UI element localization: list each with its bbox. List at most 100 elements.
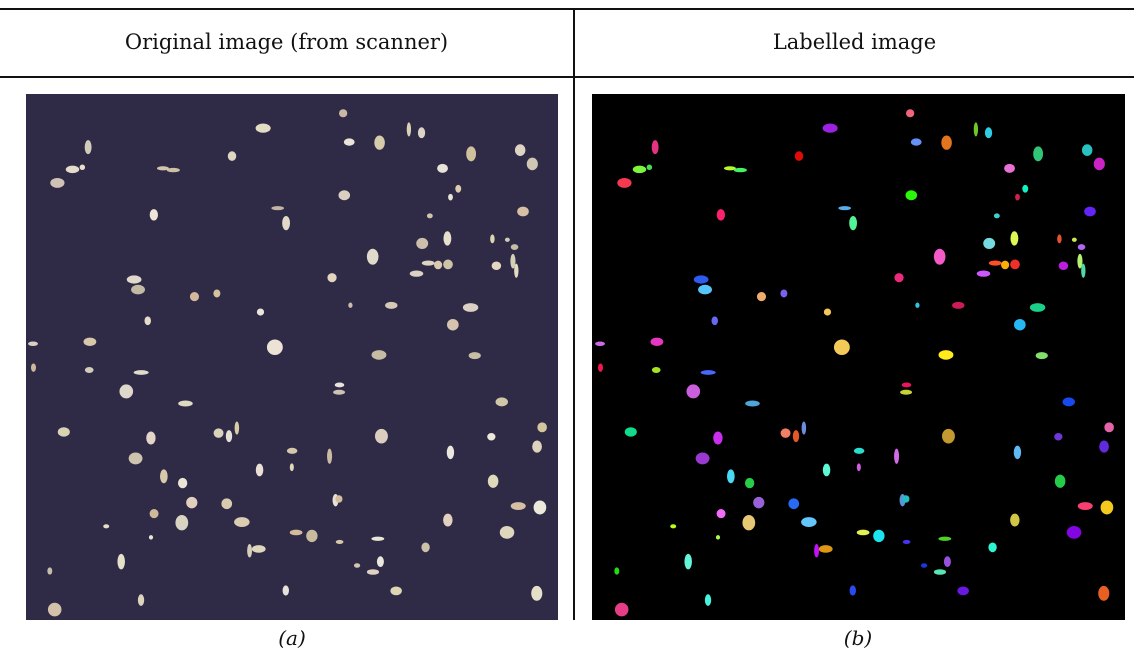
particle — [257, 309, 264, 316]
particle — [1099, 440, 1109, 452]
particle — [344, 138, 355, 145]
particle — [977, 270, 991, 276]
particle — [802, 421, 807, 434]
particle — [939, 350, 954, 360]
particle — [757, 292, 766, 301]
particle — [338, 190, 350, 200]
particle — [698, 285, 712, 295]
particle — [375, 429, 388, 444]
particle — [487, 433, 495, 440]
particle — [31, 363, 36, 371]
particle — [306, 530, 317, 542]
particle — [793, 430, 799, 442]
particle — [463, 303, 478, 312]
particle — [377, 556, 384, 567]
particle — [146, 432, 155, 445]
particle — [1057, 234, 1062, 243]
particle — [1004, 164, 1015, 173]
particle — [85, 367, 94, 373]
particle — [994, 213, 1000, 218]
particle — [1063, 397, 1075, 406]
particle — [336, 540, 344, 544]
particle — [1030, 303, 1045, 312]
particle — [422, 260, 435, 265]
particle — [712, 316, 718, 325]
particle — [127, 275, 142, 283]
particle — [84, 338, 97, 346]
particle — [511, 244, 519, 250]
particle — [372, 350, 387, 360]
particle — [1033, 146, 1043, 161]
particle — [742, 515, 755, 530]
particle — [385, 302, 397, 309]
particle — [849, 216, 857, 230]
particle — [850, 585, 856, 595]
particle — [28, 341, 38, 345]
particle — [745, 478, 754, 488]
column-divider — [573, 8, 575, 620]
particle — [857, 530, 870, 536]
particle — [367, 249, 379, 265]
particle — [354, 563, 360, 568]
particle — [734, 168, 747, 172]
particle — [819, 545, 833, 553]
particle — [443, 514, 452, 527]
particle — [1067, 526, 1082, 539]
particle — [407, 122, 411, 136]
particle — [333, 390, 345, 395]
particle — [938, 537, 951, 541]
particle — [447, 319, 459, 330]
particle — [1022, 185, 1028, 193]
particle — [894, 449, 899, 464]
particle — [834, 339, 850, 355]
particle — [434, 261, 442, 270]
caption: (b) — [758, 626, 958, 650]
particle — [448, 194, 453, 201]
particle — [1036, 352, 1048, 359]
particle — [287, 448, 298, 454]
particle — [857, 463, 861, 471]
particle — [651, 338, 664, 346]
particle — [150, 209, 158, 220]
particle — [823, 464, 831, 477]
particle — [335, 495, 342, 502]
particle — [647, 165, 652, 170]
particle — [532, 440, 542, 452]
particle — [466, 146, 476, 161]
particle — [145, 316, 151, 325]
particle — [985, 127, 992, 138]
particle — [952, 302, 964, 309]
header-rule — [0, 76, 1134, 78]
particle — [252, 545, 266, 553]
particle — [455, 185, 461, 193]
particle — [717, 209, 725, 220]
particle — [267, 339, 283, 355]
particle — [906, 109, 914, 117]
particle — [1010, 231, 1018, 245]
particle — [652, 140, 659, 154]
particle — [348, 303, 352, 308]
particle — [694, 275, 709, 283]
particle — [235, 421, 240, 434]
particle — [716, 535, 720, 540]
particle — [234, 517, 250, 527]
caption: (a) — [192, 626, 392, 650]
particle — [686, 384, 700, 398]
particle — [256, 123, 271, 132]
particle — [957, 587, 969, 596]
particle — [727, 469, 735, 483]
particle — [80, 165, 85, 170]
particle — [902, 382, 912, 387]
particle — [652, 367, 661, 373]
particle — [226, 430, 232, 442]
particle — [410, 270, 424, 276]
particle — [496, 397, 508, 406]
particle — [374, 136, 385, 150]
particle — [488, 475, 499, 488]
particle — [989, 260, 1002, 265]
particle — [66, 166, 79, 174]
particle — [167, 168, 180, 172]
particle — [1055, 475, 1066, 488]
particle — [823, 123, 838, 132]
particle — [934, 249, 946, 265]
